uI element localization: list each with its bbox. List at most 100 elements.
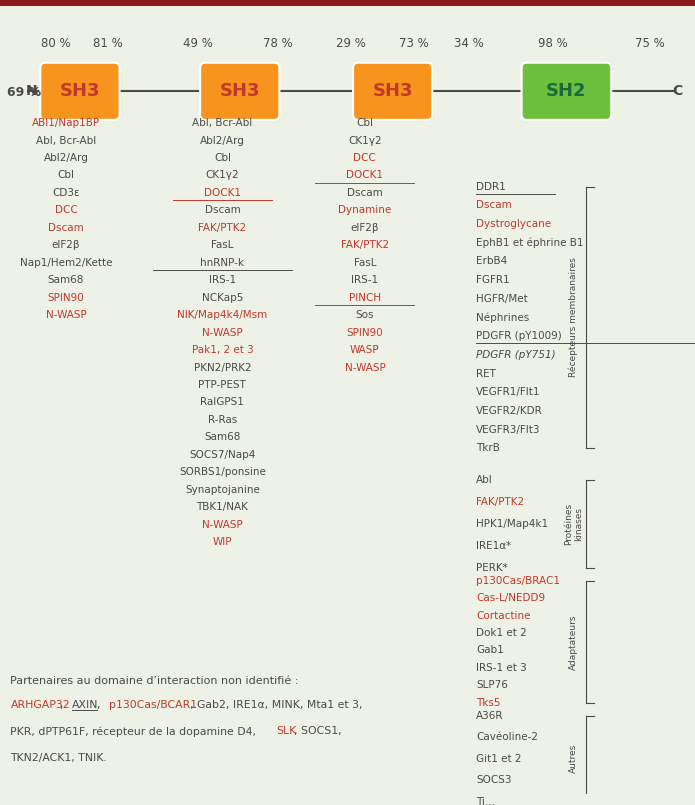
Text: DOCK1: DOCK1 [346,171,384,180]
Text: SLP76: SLP76 [476,680,508,690]
Text: p130Cas/BRAC1: p130Cas/BRAC1 [476,576,560,586]
Text: SLK: SLK [276,726,296,737]
Text: Néphrines: Néphrines [476,312,530,323]
Text: VEGFR1/Flt1: VEGFR1/Flt1 [476,387,541,398]
Text: IRS-1: IRS-1 [351,275,379,285]
Text: , SOCS1,: , SOCS1, [295,726,342,737]
Text: hnRNP-k: hnRNP-k [200,258,245,268]
Text: ErbB4: ErbB4 [476,256,507,266]
Text: Nap1/Hem2/Kette: Nap1/Hem2/Kette [19,258,113,268]
Text: 80 %: 80 % [41,37,70,50]
Text: Cavéoline-2: Cavéoline-2 [476,733,538,742]
Text: 98 %: 98 % [538,37,567,50]
Text: Partenaires au domaine d’interaction non identifié :: Partenaires au domaine d’interaction non… [10,676,299,687]
Text: ,: , [60,700,67,710]
Text: PERK*: PERK* [476,563,508,572]
Text: PINCH: PINCH [349,293,381,303]
Text: PTP-PEST: PTP-PEST [199,380,246,390]
Text: Pak1, 2 et 3: Pak1, 2 et 3 [192,345,253,355]
FancyBboxPatch shape [521,63,612,120]
Text: NCKap5: NCKap5 [202,293,243,303]
Text: FAK/PTK2: FAK/PTK2 [341,240,389,250]
Text: DDR1: DDR1 [476,182,506,192]
Text: SOCS3: SOCS3 [476,775,512,786]
Text: SH3: SH3 [60,82,100,101]
Text: CK1γ2: CK1γ2 [206,171,239,180]
Text: DCC: DCC [354,153,376,163]
FancyBboxPatch shape [40,63,120,120]
Text: N-WASP: N-WASP [202,520,243,530]
Text: Sam68: Sam68 [48,275,84,285]
Text: N-WASP: N-WASP [345,362,385,373]
Text: SPIN90: SPIN90 [48,293,84,303]
Text: RalGPS1: RalGPS1 [200,398,245,407]
Text: Cas-L/NEDD9: Cas-L/NEDD9 [476,593,545,604]
Text: 34 %: 34 % [455,37,484,50]
Text: Autres: Autres [569,745,578,774]
Text: TKN2/ACK1, TNIK.: TKN2/ACK1, TNIK. [10,753,107,762]
Text: Dscam: Dscam [476,200,512,210]
Text: C: C [673,85,682,98]
Text: Abl2/Arg: Abl2/Arg [200,135,245,146]
Text: IRE1α*: IRE1α* [476,541,512,551]
Text: Synaptojanine: Synaptojanine [185,485,260,495]
Text: 29 %: 29 % [336,37,366,50]
Text: 75 %: 75 % [635,37,664,50]
Text: R-Ras: R-Ras [208,415,237,425]
Text: 69 %: 69 % [7,86,41,99]
Text: Protéines
kinases: Protéines kinases [564,503,583,545]
Text: CK1γ2: CK1γ2 [348,135,382,146]
Text: Cbl: Cbl [214,153,231,163]
Text: Sam68: Sam68 [204,432,240,443]
Text: Dystroglycane: Dystroglycane [476,219,551,229]
Text: A36R: A36R [476,711,504,721]
Text: p130Cas/BCAR1: p130Cas/BCAR1 [109,700,197,710]
Text: SH3: SH3 [373,82,413,101]
Text: Cbl: Cbl [58,171,74,180]
Text: EphB1 et éphrine B1: EphB1 et éphrine B1 [476,237,584,248]
Text: Dynamine: Dynamine [338,205,391,216]
Text: FAK/PTK2: FAK/PTK2 [198,223,247,233]
Text: Cortactine: Cortactine [476,611,530,621]
Text: eIF2β: eIF2β [350,223,379,233]
Text: SORBS1/ponsine: SORBS1/ponsine [179,468,265,477]
Text: DCC: DCC [55,205,77,216]
Text: PKR, dPTP61F, récepteur de la dopamine D4,: PKR, dPTP61F, récepteur de la dopamine D… [10,726,260,737]
Text: IRS-1 et 3: IRS-1 et 3 [476,663,527,673]
Text: Abl, Bcr-Abl: Abl, Bcr-Abl [193,118,252,128]
Text: , Gab2, IRE1α, MINK, Mta1 et 3,: , Gab2, IRE1α, MINK, Mta1 et 3, [190,700,362,710]
Text: HPK1/Map4k1: HPK1/Map4k1 [476,519,548,529]
Text: FasL: FasL [354,258,376,268]
Text: Git1 et 2: Git1 et 2 [476,753,521,764]
Text: Cbl: Cbl [357,118,373,128]
Text: N: N [26,85,37,98]
Text: PKN2/PRK2: PKN2/PRK2 [194,362,251,373]
Text: SPIN90: SPIN90 [347,328,383,337]
Text: eIF2β: eIF2β [51,240,81,250]
Text: N-WASP: N-WASP [202,328,243,337]
Text: CD3ε: CD3ε [52,188,80,198]
Text: Abl2/Arg: Abl2/Arg [44,153,88,163]
Text: SH3: SH3 [220,82,260,101]
Text: ABI1/Nap1BP: ABI1/Nap1BP [32,118,100,128]
Text: N-WASP: N-WASP [46,310,86,320]
Text: Dscam: Dscam [204,205,240,216]
Text: Tks5: Tks5 [476,697,500,708]
Text: TkrB: TkrB [476,444,500,453]
Text: Abl: Abl [476,475,493,485]
FancyBboxPatch shape [200,63,279,120]
Text: VEGFR3/Flt3: VEGFR3/Flt3 [476,425,541,435]
Text: PDGFR (pY1009): PDGFR (pY1009) [476,331,562,341]
Text: Dok1 et 2: Dok1 et 2 [476,628,527,638]
Text: PDGFR (pY751): PDGFR (pY751) [476,350,556,360]
Text: FasL: FasL [211,240,234,250]
Text: FGFR1: FGFR1 [476,275,509,285]
Text: Abl, Bcr-Abl: Abl, Bcr-Abl [36,135,96,146]
Text: RET: RET [476,369,496,378]
Text: WIP: WIP [213,537,232,547]
Text: Gab1: Gab1 [476,646,504,655]
Text: 81 %: 81 % [93,37,122,50]
Text: 73 %: 73 % [399,37,428,50]
Text: Dscam: Dscam [347,188,383,198]
Text: VEGFR2/KDR: VEGFR2/KDR [476,406,543,416]
